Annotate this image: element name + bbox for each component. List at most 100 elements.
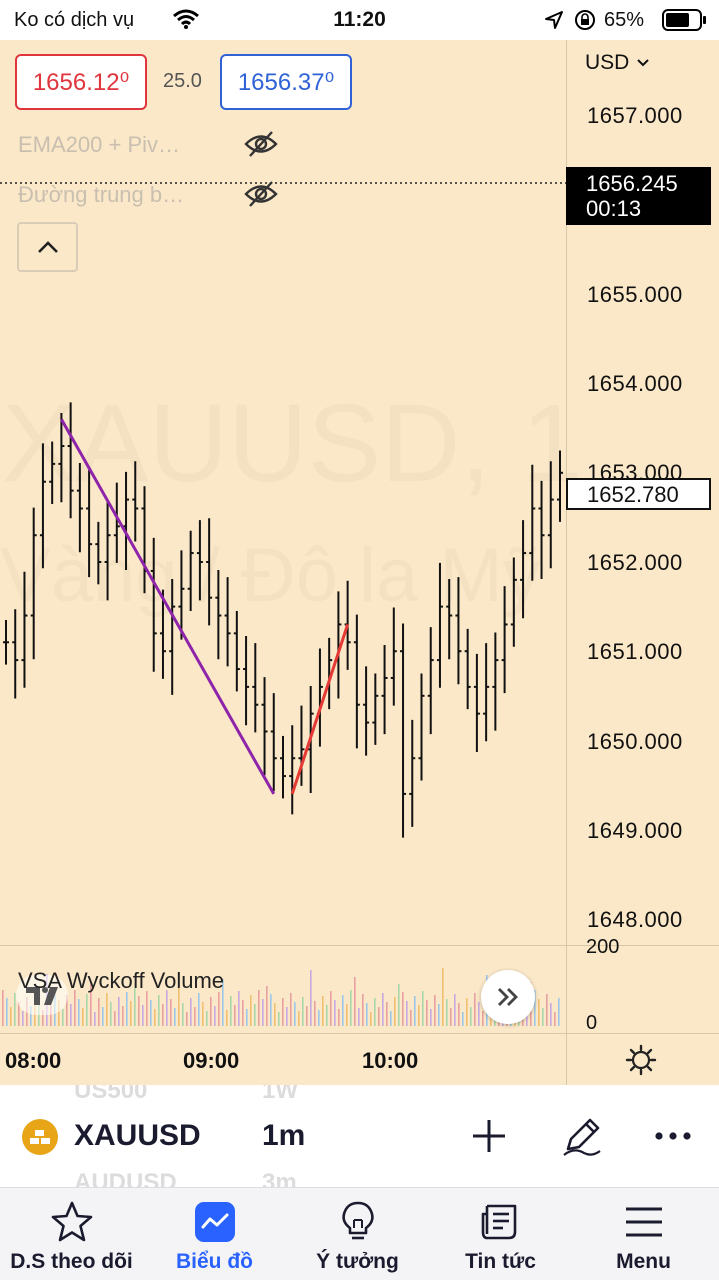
- volume-bar: [366, 1003, 368, 1026]
- eye-hidden-icon[interactable]: [244, 129, 278, 159]
- volume-bar: [314, 1001, 316, 1026]
- time-tick: 09:00: [183, 1048, 240, 1073]
- add-icon[interactable]: [468, 1115, 510, 1157]
- volume-bar: [286, 1007, 288, 1026]
- volume-bar: [142, 1005, 144, 1026]
- volume-bar: [178, 972, 180, 1026]
- price-bar: [353, 614, 360, 749]
- battery-icon: [662, 9, 706, 31]
- volume-bar: [298, 1011, 300, 1026]
- volume-bar: [6, 998, 8, 1026]
- volume-bar: [190, 998, 192, 1026]
- volume-bar: [290, 993, 292, 1026]
- volume-bar: [78, 999, 80, 1026]
- volume-bar: [402, 992, 404, 1026]
- volume-bar: [346, 1004, 348, 1026]
- price-bar: [289, 725, 296, 815]
- volume-bar: [418, 1005, 420, 1026]
- ghost-symbol: US500: [74, 1085, 148, 1104]
- price-bar: [76, 462, 83, 553]
- price-chart[interactable]: [0, 40, 566, 1033]
- price-bar: [30, 507, 37, 660]
- price-tick: 1650.000: [587, 729, 683, 754]
- ghost-interval: 3m: [262, 1169, 297, 1187]
- volume-bar: [166, 990, 168, 1026]
- drawing-pen-icon[interactable]: [560, 1115, 602, 1157]
- more-options-icon[interactable]: [652, 1115, 694, 1157]
- volume-bar: [106, 993, 108, 1026]
- price-bar: [538, 480, 545, 579]
- volume-bar: [406, 1001, 408, 1026]
- price-bar: [381, 644, 388, 735]
- sell-price-button[interactable]: 1656.12⁰: [15, 54, 147, 110]
- volume-bar: [246, 1009, 248, 1026]
- watermark-description: Vàng / Đô la Mỹ: [0, 533, 541, 618]
- price-bar: [400, 623, 407, 838]
- collapse-indicators-button[interactable]: [17, 222, 78, 272]
- price-bar: [436, 562, 443, 688]
- price-bar: [95, 521, 102, 585]
- volume-bar: [550, 1003, 552, 1026]
- volume-bar: [430, 1009, 432, 1026]
- tab-ideas[interactable]: Ý tưởng: [286, 1188, 429, 1280]
- volume-bar: [370, 1012, 372, 1026]
- volume-bar: [210, 997, 212, 1026]
- volume-bar: [558, 998, 560, 1026]
- tab-chart[interactable]: Biểu đồ: [143, 1188, 286, 1280]
- volume-bar: [158, 995, 160, 1026]
- symbol-selector[interactable]: XAUUSD: [74, 1119, 201, 1152]
- tab-news[interactable]: Tin tức: [429, 1188, 572, 1280]
- volume-bar: [18, 1002, 20, 1026]
- volume-bar: [338, 1009, 340, 1026]
- volume-bar: [262, 999, 264, 1026]
- volume-bar: [86, 994, 88, 1026]
- indicator-label-moving-average[interactable]: Đường trung b…: [18, 182, 185, 207]
- volume-bar: [226, 1010, 228, 1026]
- chart-settings-icon[interactable]: [625, 1044, 657, 1076]
- volume-bar: [326, 1005, 328, 1026]
- price-bar: [483, 643, 490, 742]
- volume-tick: 0: [586, 1012, 598, 1034]
- volume-bar: [458, 1003, 460, 1026]
- indicator-label-ema200[interactable]: EMA200 + Piv…: [18, 132, 181, 157]
- volume-bar: [66, 995, 68, 1026]
- interval-selector[interactable]: 1m: [262, 1119, 306, 1152]
- scroll-to-realtime-button[interactable]: [481, 970, 535, 1024]
- price-tick: 1651.000: [587, 639, 683, 664]
- volume-bar: [126, 992, 128, 1026]
- time-tick: 10:00: [362, 1048, 419, 1073]
- price-bar: [178, 550, 185, 640]
- volume-bar: [10, 1007, 12, 1026]
- volume-bar: [410, 1010, 412, 1026]
- location-icon: [545, 11, 563, 29]
- volume-bar: [42, 1010, 44, 1026]
- lightbulb-icon: [341, 1201, 374, 1240]
- price-bar: [455, 577, 462, 685]
- buy-price-button[interactable]: 1656.37⁰: [220, 54, 352, 110]
- tab-watchlist[interactable]: D.S theo dõi: [0, 1188, 143, 1280]
- currency-label: USD: [585, 51, 630, 74]
- price-bar: [316, 648, 323, 747]
- tab-menu[interactable]: Menu: [572, 1188, 715, 1280]
- volume-bar: [234, 1005, 236, 1026]
- currency-selector[interactable]: USD: [585, 51, 649, 75]
- volume-bar: [438, 1004, 440, 1026]
- eye-hidden-icon[interactable]: [244, 179, 278, 209]
- volume-bar: [182, 1003, 184, 1026]
- volume-bar: [230, 996, 232, 1026]
- rotation-lock-icon: [575, 10, 595, 30]
- bar-countdown: 00:13: [586, 196, 642, 221]
- tab-label: Ý tưởng: [316, 1250, 399, 1273]
- volume-indicator-label[interactable]: VSA Wyckoff Volume: [18, 968, 225, 993]
- volume-bar: [546, 994, 548, 1026]
- trendline-up[interactable]: [290, 623, 350, 795]
- price-bar: [113, 482, 120, 563]
- price-bar: [418, 673, 425, 781]
- price-bar: [3, 619, 9, 665]
- trendline-down[interactable]: [60, 418, 276, 795]
- volume-bar: [94, 1012, 96, 1026]
- volume-bar: [162, 1004, 164, 1026]
- time-axis[interactable]: 08:00 09:00 10:00: [0, 1033, 719, 1085]
- volume-bar: [454, 994, 456, 1026]
